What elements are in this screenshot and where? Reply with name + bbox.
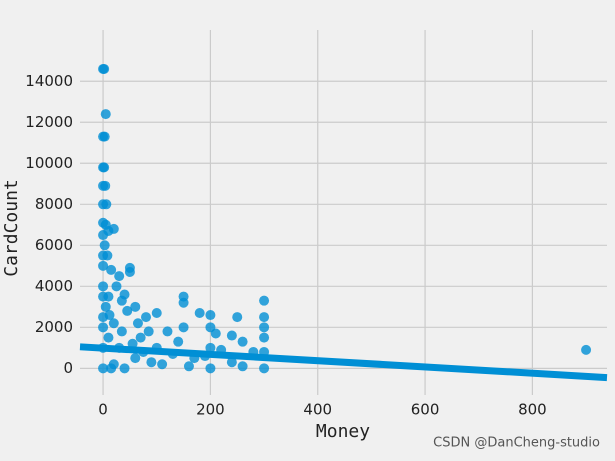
scatter-point [205, 342, 216, 353]
scatter-point [104, 310, 115, 321]
scatter-point [98, 250, 109, 261]
scatter-point [157, 359, 168, 370]
y-tick-label: 12000 [25, 113, 73, 131]
scatter-point [99, 63, 110, 74]
y-tick-label: 2000 [35, 318, 73, 336]
scatter-point [101, 199, 112, 210]
scatter-point [151, 307, 162, 318]
regression-line [79, 343, 608, 382]
scatter-point [124, 266, 135, 277]
scatter-point [259, 295, 270, 306]
scatter-point [226, 330, 237, 341]
y-axis-label: CardCount [1, 179, 22, 277]
scatter-point [100, 109, 111, 120]
scatter-point [205, 363, 216, 374]
scatter-point [259, 363, 270, 374]
scatter-point [226, 357, 237, 368]
scatter-point [108, 223, 119, 234]
scatter-point [114, 271, 125, 282]
scatter-point [116, 326, 127, 337]
scatter-point [581, 344, 592, 355]
x-tick-label: 400 [303, 401, 332, 419]
scatter-point [259, 312, 270, 323]
x-axis-label: Money [316, 421, 370, 442]
watermark: CSDN @DanCheng-studio [433, 436, 600, 451]
y-tick-label: 10000 [25, 154, 73, 172]
x-tick-label: 0 [98, 401, 108, 419]
y-tick-label: 14000 [25, 72, 73, 90]
scatter-point [237, 361, 248, 372]
scatter-point [162, 326, 173, 337]
scatter-point [98, 291, 109, 302]
scatter-point [173, 336, 184, 347]
scatter-point [111, 281, 122, 292]
scatter-point [259, 322, 270, 333]
scatter-point [146, 357, 157, 368]
scatter-point [183, 361, 194, 372]
scatter-point [98, 363, 109, 374]
scatter-point [98, 281, 109, 292]
x-tick-label: 800 [518, 401, 547, 419]
scatter-point [232, 312, 243, 323]
y-tick-label: 4000 [35, 277, 73, 295]
scatter-point [143, 326, 154, 337]
scatter-point [141, 312, 152, 323]
x-tick-label: 200 [196, 401, 225, 419]
scatter-point [99, 131, 110, 142]
scatter-point [98, 322, 109, 333]
scatter-point [99, 240, 110, 251]
scatter-point [130, 301, 141, 312]
scatter-point [106, 264, 117, 275]
scatter-point [116, 295, 127, 306]
scatter-point [98, 230, 109, 241]
scatter-point [205, 310, 216, 321]
scatter-point [106, 363, 117, 374]
scatter-point [98, 260, 109, 271]
scatter-point [135, 332, 146, 343]
scatter-point [103, 332, 114, 343]
scatter-point [210, 328, 221, 339]
scatter-point [130, 353, 141, 364]
y-tick-label: 0 [63, 359, 73, 377]
scatter-point [194, 307, 205, 318]
scatter-point [108, 318, 119, 329]
scatter-point [122, 305, 133, 316]
scatter-point [119, 363, 130, 374]
scatter-point [259, 332, 270, 343]
y-tick-label: 6000 [35, 236, 73, 254]
scatter-point [132, 318, 143, 329]
x-tick-label: 600 [411, 401, 440, 419]
y-tick-label: 8000 [35, 195, 73, 213]
scatter-point [99, 162, 110, 173]
scatter-point [178, 297, 189, 308]
scatter-point [237, 336, 248, 347]
scatter-point [100, 180, 111, 191]
scatter-point [178, 322, 189, 333]
scatter-point [100, 301, 111, 312]
